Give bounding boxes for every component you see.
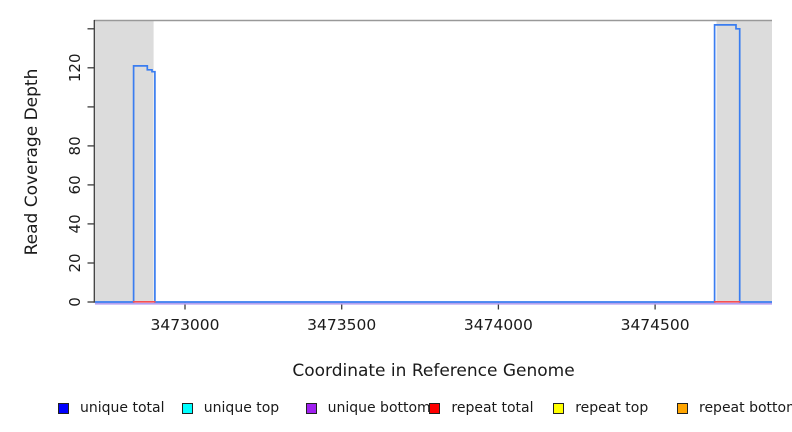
y-tick-label: 40 — [66, 214, 84, 233]
y-tick-label: 60 — [66, 175, 84, 194]
y-axis-title: Read Coverage Depth — [22, 68, 42, 256]
flank-shading-region — [716, 21, 772, 302]
x-tick-label: 3473000 — [150, 316, 219, 334]
y-tick-label: 20 — [66, 253, 84, 272]
x-tick-label: 3474500 — [621, 316, 690, 334]
y-tick-label: 0 — [66, 297, 84, 307]
x-tick-label: 3473500 — [307, 316, 376, 334]
x-tick-label: 3474000 — [464, 316, 533, 334]
unique-total-line — [95, 24, 772, 303]
x-axis-title: Coordinate in Reference Genome — [292, 361, 575, 381]
y-tick-label: 120 — [66, 53, 84, 82]
y-tick-label: 80 — [66, 136, 84, 155]
flank-shading-region — [95, 21, 154, 302]
